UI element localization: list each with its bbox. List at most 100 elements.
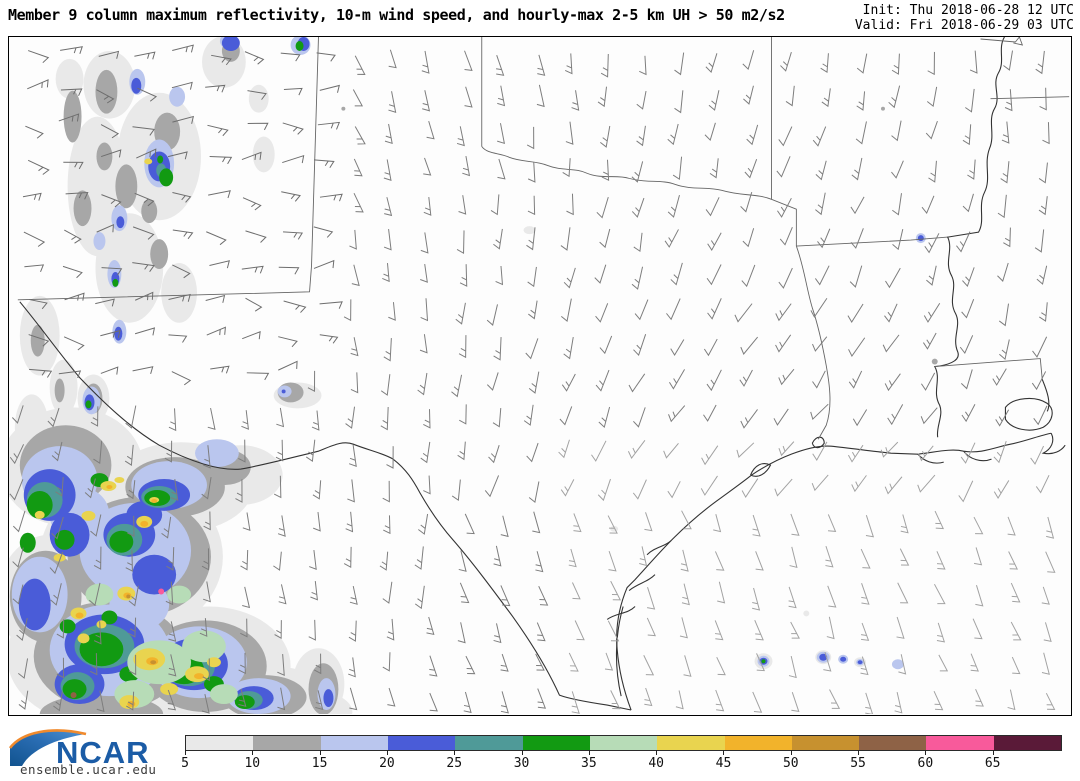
wind-barb: [920, 372, 936, 391]
wind-barb: [317, 121, 341, 130]
colorbar-tick: [790, 750, 792, 755]
wind-barb: [928, 160, 937, 183]
wind-barb: [242, 197, 262, 211]
wind-barb: [240, 550, 249, 571]
wind-barb: [610, 580, 622, 601]
wind-barb: [789, 546, 798, 569]
colorbar-tick: [858, 750, 860, 755]
wind-barbs-layer: [9, 44, 1056, 714]
colorbar-tick: [588, 750, 590, 755]
reflectivity-blob: [161, 262, 198, 323]
wind-barb: [715, 689, 725, 712]
wind-barb: [165, 581, 174, 606]
wind-barb: [740, 409, 758, 429]
wind-barb: [497, 158, 506, 180]
border-red-river: [481, 146, 772, 200]
wind-barb: [88, 582, 101, 607]
wind-barb: [918, 445, 934, 462]
colorbar-segment: [253, 736, 321, 750]
wind-barb: [313, 259, 335, 269]
wind-barb: [666, 298, 681, 321]
wind-barb: [456, 126, 465, 147]
wind-barb: [709, 158, 719, 179]
wind-barb: [938, 654, 949, 672]
wind-barb: [663, 442, 679, 459]
wind-barb: [865, 692, 874, 714]
wind-barb: [27, 79, 49, 90]
wind-barb: [414, 585, 425, 610]
wind-barb: [134, 327, 156, 336]
wind-barb: [500, 515, 509, 538]
wind-barb: [714, 551, 725, 571]
wind-barb: [93, 440, 103, 464]
wind-barb: [51, 441, 63, 462]
wind-barb: [972, 618, 983, 640]
wind-barb: [527, 266, 537, 288]
wind-barb: [1032, 336, 1048, 358]
wind-barb: [455, 302, 466, 325]
wind-barb: [814, 265, 830, 286]
wind-barb: [559, 406, 573, 426]
wind-barb: [1031, 371, 1047, 391]
wind-barb: [527, 195, 536, 216]
wind-barb: [382, 480, 390, 503]
reflectivity-blob: [880, 106, 885, 111]
wind-barb: [565, 121, 574, 145]
reflectivity-blob: [73, 190, 92, 227]
wind-barb: [348, 657, 356, 678]
colorbar-tick: [992, 750, 994, 755]
wind-barb: [56, 619, 65, 639]
reflectivity-colorbar: [185, 735, 1062, 751]
reflectivity-blob: [209, 684, 238, 705]
reflectivity-blob: [85, 583, 114, 606]
wind-barb: [1039, 302, 1048, 322]
wind-barb: [936, 551, 946, 570]
wind-barb: [245, 230, 267, 243]
wind-barb: [744, 158, 758, 179]
wind-barb: [423, 197, 432, 216]
wind-barb: [1010, 621, 1022, 641]
reflectivity-blob: [131, 77, 142, 94]
reflectivity-blob: [96, 620, 107, 629]
wind-barb: [208, 190, 231, 199]
wind-barb: [924, 233, 940, 254]
wind-barb: [773, 408, 789, 426]
wind-barb: [562, 158, 571, 178]
wind-barb: [9, 479, 24, 501]
ncar-logo-text: NCAR: [56, 735, 150, 768]
wind-barb: [379, 551, 389, 571]
wind-barb: [599, 335, 613, 355]
wind-barb: [345, 511, 354, 533]
wind-barb: [319, 84, 340, 93]
reflectivity-blob: [295, 40, 304, 51]
wind-barb: [848, 370, 863, 389]
wind-barb: [852, 409, 868, 427]
wind-barb: [884, 303, 898, 323]
wind-barb: [352, 89, 364, 107]
wind-barb: [349, 687, 358, 711]
wind-barb: [209, 260, 230, 269]
wind-barb: [526, 126, 535, 150]
wind-barb: [101, 267, 123, 276]
wind-barb: [887, 404, 904, 426]
reflectivity-blob: [114, 326, 123, 341]
reflectivity-blob: [101, 610, 118, 625]
site-url: ensemble.ucar.edu: [20, 762, 157, 777]
wind-barb: [202, 658, 210, 682]
wind-barb: [528, 481, 540, 504]
wind-barb: [429, 655, 438, 677]
wind-barb: [591, 440, 607, 462]
colorbar-segment: [387, 736, 456, 750]
wind-barb: [999, 339, 1010, 360]
colorbar-segment: [455, 736, 523, 750]
wind-barb: [714, 620, 724, 641]
wind-barb: [305, 439, 316, 462]
colorbar-tick-label: 55: [850, 756, 866, 771]
wind-barb: [100, 366, 119, 375]
wind-barb: [993, 480, 1010, 500]
wind-barb: [675, 690, 684, 710]
wind-barb: [1045, 551, 1056, 573]
colorbar-tick-label: 25: [446, 756, 463, 771]
colorbar-segment: [589, 736, 658, 750]
reflectivity-blob: [252, 136, 275, 173]
